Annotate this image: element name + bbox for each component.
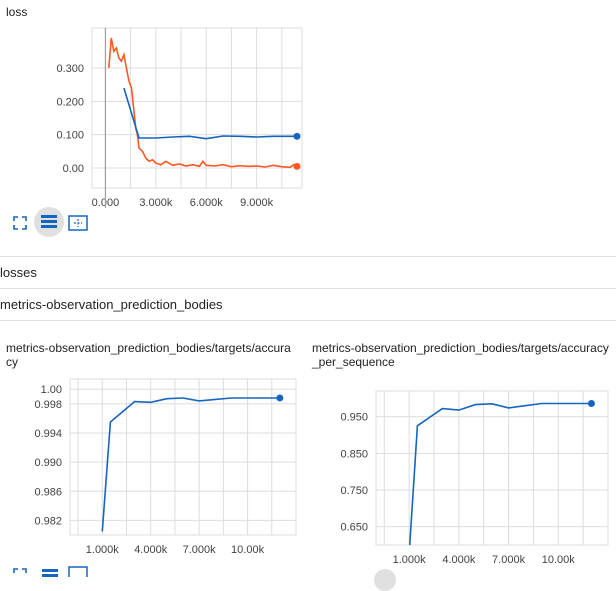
fit-domain-icon[interactable] [68, 564, 88, 582]
accuracy-chart: 0.982 0.986 0.990 0.994 0.998 1.00 1.000k 4.000… [34, 378, 297, 556]
series-line-1 [123, 87, 297, 140]
data-table-icon [41, 215, 57, 228]
series-line-0 [408, 402, 592, 545]
divider [0, 256, 616, 257]
series-last-point-0 [587, 399, 595, 407]
fit-domain-icon [68, 215, 88, 231]
x-tick-label: 1.000k [393, 554, 427, 565]
accuracy-chart-title: metrics-observation_prediction_bodies/ta… [6, 341, 291, 369]
y-tick-label: 0.998 [34, 399, 62, 411]
data-table-icon[interactable] [41, 565, 59, 583]
plot-frame [91, 27, 303, 189]
fit-domain-button[interactable] [66, 211, 90, 235]
series-last-point-0 [293, 162, 301, 170]
x-tick-label: 7.000k [183, 544, 217, 556]
fullscreen-icon[interactable] [13, 565, 27, 583]
y-tick-label: 0.950 [340, 412, 368, 424]
accuracy-per-sequence-chart: 0.650 0.750 0.850 0.950 1.000k 4.000k 7.000k 10… [340, 390, 609, 565]
y-tick-label: 0.100 [56, 130, 84, 142]
fullscreen-icon [13, 216, 27, 230]
y-tick-label: 0.850 [340, 448, 368, 460]
series-last-point-1 [293, 132, 301, 140]
data-table-button[interactable] [34, 207, 64, 237]
x-tick-label: 10.00k [231, 544, 265, 556]
x-tick-label: 10.00k [542, 554, 576, 565]
x-tick-label: 3.000k [139, 197, 173, 209]
series-line-0 [108, 37, 298, 169]
y-tick-label: 0.994 [34, 428, 62, 440]
y-tick-label: 0.200 [56, 96, 84, 108]
loss-chart-title: loss [6, 5, 28, 19]
section-metrics[interactable]: metrics-observation_prediction_bodies [0, 297, 223, 312]
x-tick-label: 9.000k [240, 197, 274, 209]
y-tick-label: 0.990 [34, 457, 62, 469]
x-tick-label: 4.000k [442, 554, 476, 565]
y-tick-label: 1.00 [41, 384, 62, 396]
y-tick-label: 0.750 [340, 485, 368, 497]
x-tick-label: 6.000k [190, 197, 224, 209]
toolbar-button[interactable] [374, 569, 396, 591]
x-tick-label: 7.000k [492, 554, 526, 565]
fullscreen-button[interactable] [8, 211, 32, 235]
y-tick-label: 0.986 [34, 486, 62, 498]
series-last-point-0 [276, 394, 284, 402]
section-losses[interactable]: losses [0, 265, 37, 280]
divider [0, 288, 616, 289]
plot-frame [69, 378, 297, 536]
x-tick-label: 4.000k [134, 544, 168, 556]
plot-frame [375, 390, 609, 546]
divider [0, 320, 616, 321]
x-tick-label: 1.000k [86, 544, 120, 556]
accuracy-per-sequence-chart-title: metrics-observation_prediction_bodies/ta… [312, 341, 609, 369]
y-tick-label: 0.300 [56, 63, 84, 75]
y-tick-label: 0.982 [34, 515, 62, 527]
y-tick-label: 0.650 [340, 522, 368, 534]
y-tick-label: 0.00 [63, 163, 84, 175]
series-line-0 [101, 397, 280, 532]
